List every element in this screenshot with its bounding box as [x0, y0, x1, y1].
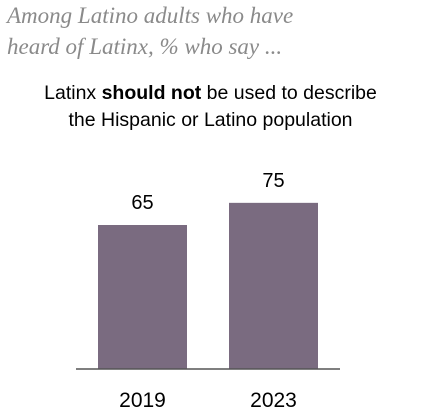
subtitle-line-2: heard of Latinx, % who say ... — [7, 34, 283, 59]
subtitle-line-1: Among Latino adults who have — [7, 3, 294, 28]
bar-value-label-2023: 75 — [262, 170, 284, 192]
bar-2023 — [229, 202, 318, 369]
title-text-before: Latinx — [44, 82, 102, 104]
bar-value-label-2019: 65 — [131, 192, 153, 214]
title-line-1: Latinx should not be used to describe — [0, 80, 421, 107]
x-tick-label-2023: 2023 — [250, 389, 297, 412]
x-tick-label-2019: 2019 — [119, 389, 166, 412]
bars-group — [98, 202, 318, 369]
labels-group: 65 2019 75 2023 — [119, 170, 297, 412]
bar-2019 — [98, 225, 187, 369]
chart-title: Latinx should not be used to describe th… — [0, 80, 421, 134]
chart-subtitle: Among Latino adults who have heard of La… — [7, 0, 417, 62]
title-emphasis: should not — [101, 82, 202, 104]
title-line-2: the Hispanic or Latino population — [68, 109, 353, 131]
title-text-after: be used to describe — [201, 82, 377, 104]
